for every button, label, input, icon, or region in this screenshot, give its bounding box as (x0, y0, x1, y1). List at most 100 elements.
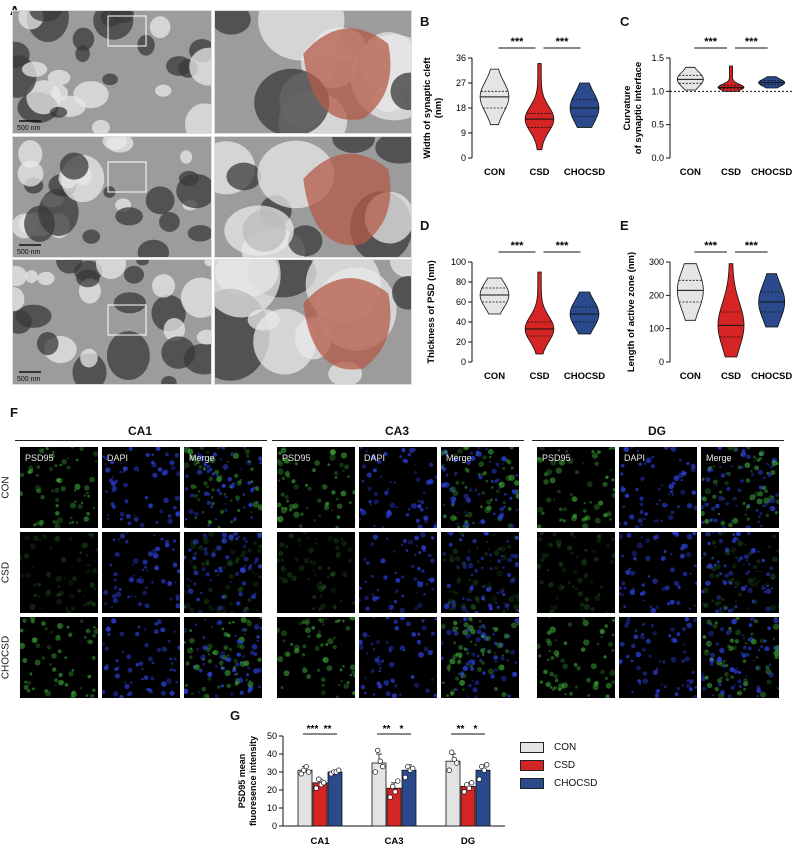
psd95-puncta (478, 461, 485, 468)
psd95-puncta (327, 638, 334, 645)
psd95-puncta (185, 683, 188, 687)
dapi-nucleus (633, 634, 639, 640)
dapi-nucleus (462, 561, 467, 565)
psd95-puncta (203, 481, 208, 486)
y-tick-label: 0 (461, 153, 466, 163)
psd95-puncta (501, 609, 507, 613)
dapi-nucleus (372, 617, 376, 619)
psd95-puncta (543, 479, 549, 485)
psd95-puncta (347, 475, 350, 478)
psd95-puncta (744, 641, 748, 645)
psd95-puncta (611, 537, 615, 541)
dapi-nucleus (386, 488, 390, 491)
dapi-nucleus (642, 622, 645, 626)
dapi-nucleus (493, 512, 496, 516)
dapi-nucleus (365, 450, 368, 453)
psd95-puncta (89, 476, 95, 483)
psd95-puncta (31, 687, 35, 691)
dapi-nucleus (104, 490, 109, 494)
psd95-puncta (74, 500, 77, 503)
dapi-nucleus (658, 660, 662, 663)
data-point (469, 780, 475, 786)
em-organelle (152, 274, 176, 298)
dapi-nucleus (193, 511, 199, 518)
psd95-puncta (507, 507, 512, 511)
psd95-puncta (70, 691, 77, 698)
dapi-nucleus (222, 447, 226, 450)
dapi-nucleus (736, 538, 740, 541)
dapi-nucleus (633, 556, 637, 561)
psd95-puncta (94, 557, 97, 560)
psd95-puncta (85, 568, 91, 574)
dapi-nucleus (197, 452, 200, 455)
dapi-nucleus (724, 606, 728, 610)
dapi-nucleus (686, 679, 690, 683)
psd95-puncta (317, 565, 323, 571)
dapi-nucleus (433, 693, 437, 698)
dapi-nucleus (369, 503, 372, 506)
psd95-puncta (485, 635, 491, 641)
psd95-puncta (247, 548, 252, 553)
dapi-nucleus (442, 551, 447, 556)
dapi-nucleus (157, 467, 163, 472)
y-tick-label: 200 (649, 290, 664, 300)
em-organelle (178, 170, 199, 186)
em-organelle (163, 317, 186, 342)
psd95-puncta (483, 598, 488, 603)
psd95-puncta (312, 595, 317, 600)
psd95-puncta (189, 607, 195, 613)
psd95-puncta (340, 538, 344, 541)
psd95-puncta (728, 626, 732, 630)
dapi-nucleus (619, 659, 623, 665)
psd95-puncta (246, 620, 253, 627)
psd95-puncta (583, 516, 588, 521)
dapi-nucleus (209, 578, 212, 582)
psd95-puncta (228, 647, 233, 652)
psd95-puncta (59, 590, 65, 596)
dapi-nucleus (123, 482, 129, 488)
psd95-puncta (79, 686, 83, 690)
dapi-nucleus (359, 598, 361, 602)
x-category-label: CHOCSD (564, 371, 605, 382)
dapi-nucleus (674, 692, 679, 697)
em-organelle (390, 72, 411, 111)
psd95-puncta (603, 655, 607, 659)
dapi-nucleus (635, 651, 642, 658)
dapi-nucleus (703, 552, 707, 556)
fluorescence-signal (359, 617, 437, 698)
psd95-puncta (727, 472, 731, 476)
dapi-nucleus (496, 605, 501, 609)
dapi-nucleus (186, 487, 188, 490)
dapi-nucleus (389, 611, 392, 613)
psd95-puncta (89, 582, 95, 588)
dapi-nucleus (193, 539, 199, 545)
dapi-nucleus (367, 486, 372, 491)
psd95-puncta (23, 684, 29, 690)
psd95-puncta (22, 657, 28, 663)
dapi-nucleus (243, 447, 246, 450)
dapi-nucleus (165, 452, 169, 457)
dapi-nucleus (251, 643, 258, 650)
psd95-puncta (717, 600, 722, 605)
psd95-puncta (598, 500, 604, 506)
psd95-puncta (503, 633, 510, 639)
psd95-puncta (346, 681, 350, 685)
psd95-puncta (56, 478, 61, 483)
dapi-nucleus (394, 571, 397, 575)
dapi-nucleus (233, 673, 237, 676)
psd95-puncta (605, 543, 610, 548)
dapi-nucleus (742, 637, 746, 640)
psd95-puncta (280, 558, 284, 562)
psd95-puncta (288, 533, 294, 539)
dapi-nucleus (462, 597, 465, 600)
dapi-nucleus (151, 453, 154, 456)
dapi-nucleus (361, 480, 364, 483)
psd95-puncta (550, 604, 554, 609)
data-point (375, 747, 381, 754)
dapi-nucleus (119, 694, 124, 698)
dapi-nucleus (462, 564, 468, 570)
dapi-nucleus (236, 499, 239, 503)
psd95-puncta (317, 498, 322, 503)
psd95-puncta (316, 583, 322, 589)
psd95-puncta (705, 640, 712, 647)
